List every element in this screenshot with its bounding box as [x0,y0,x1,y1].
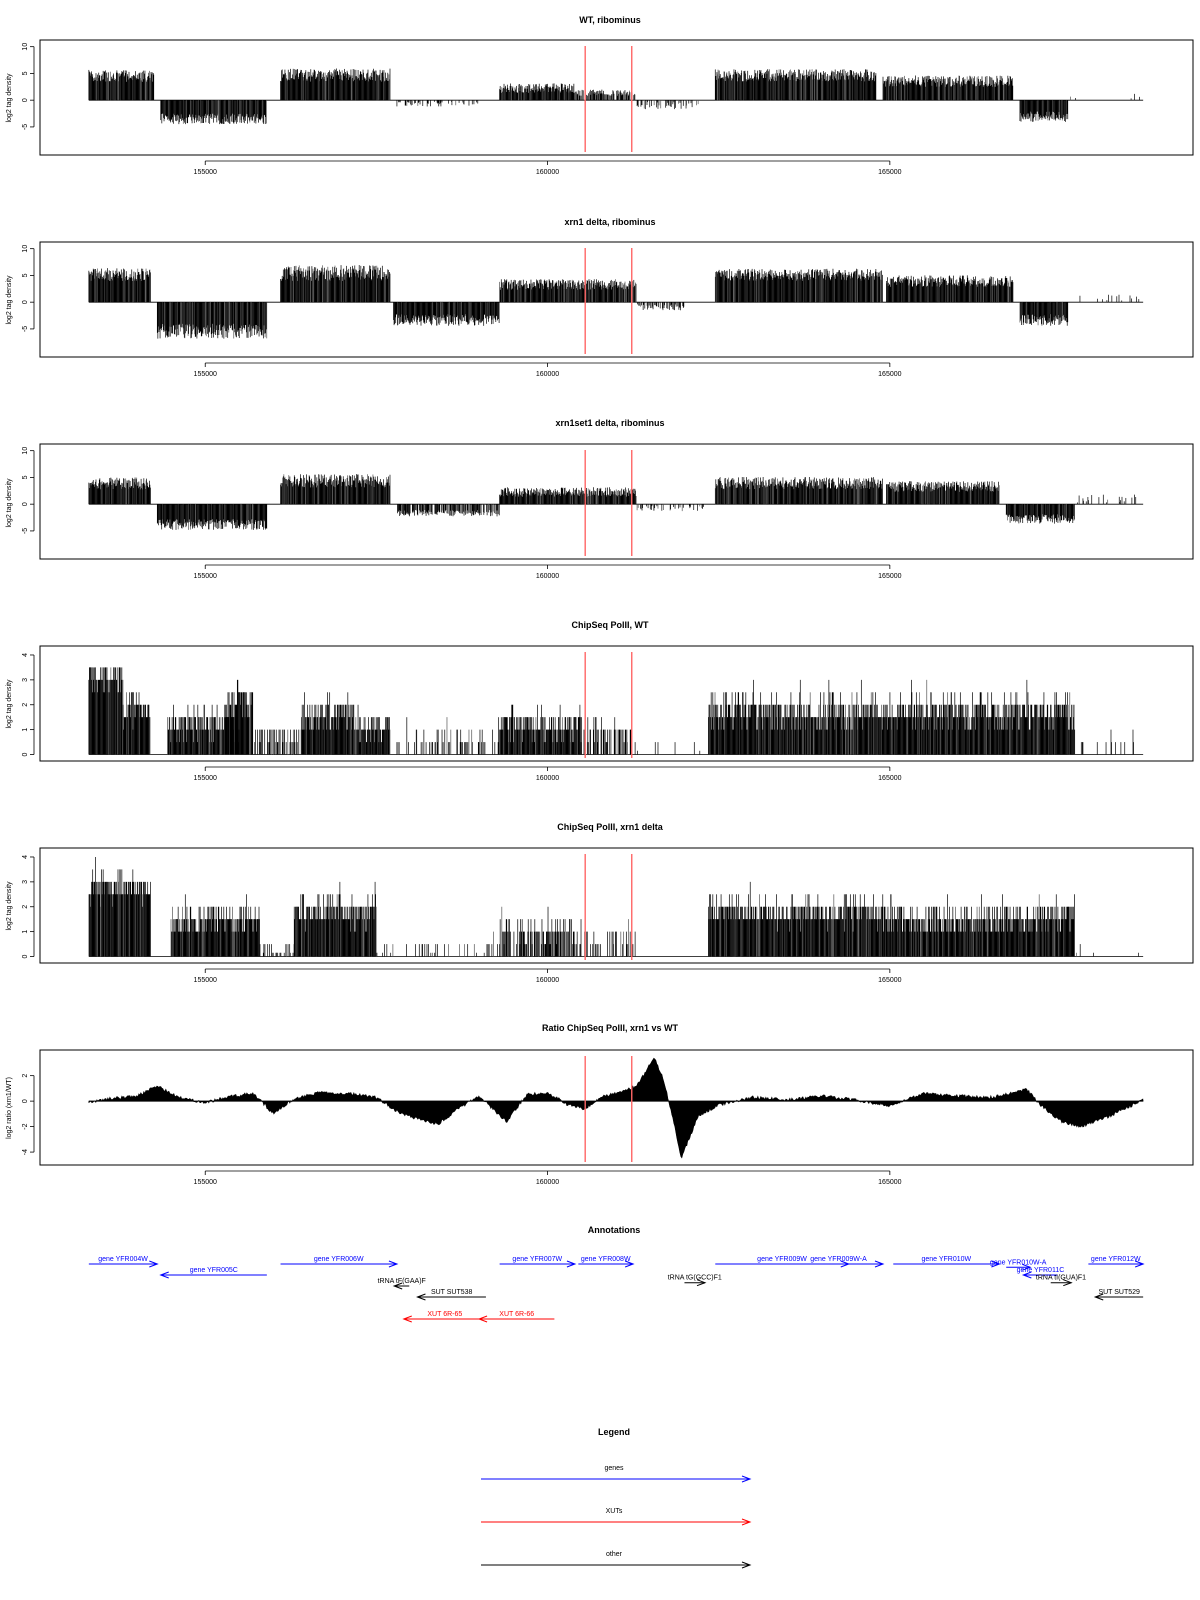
track-panel-4: ChipSeq PolII, WT log2 tag density 0 1 2 3 4… [6,620,1194,782]
x-tick-label: 155000 [194,169,217,176]
x-tick-label: 155000 [194,371,217,378]
y-axis: -5 0 5 10 [22,43,35,130]
y-tick-label: 0 [22,98,29,102]
y-tick-label: 5 [22,273,29,277]
y-tick-label: 1 [22,728,29,732]
y-tick-label: 10 [22,43,29,51]
data-series [88,667,1144,755]
plot-area: 0 1 2 3 4 155000 160000 165000 [22,645,1194,782]
y-tick-label: 5 [22,475,29,479]
y-axis-label: log2 tag density [6,478,13,528]
panel-title: xrn1 delta, ribominus [564,217,655,227]
y-axis: -5 0 5 10 [22,245,35,332]
plot-area: -5 0 5 10 155000 160000 165000 [22,241,1194,378]
x-axis: 155000 160000 165000 [194,160,902,176]
y-tick-label: -5 [22,326,29,332]
x-tick-label: 155000 [194,775,217,782]
x-axis: 155000 160000 165000 [194,766,902,782]
plot-area: -5 0 5 10 155000 160000 165000 [22,39,1194,176]
y-tick-label: 4 [22,653,29,657]
y-axis-label: log2 tag density [6,679,13,729]
plot-frame [39,645,1194,762]
x-tick-label: 165000 [878,169,901,176]
y-tick-label: 5 [22,71,29,75]
track-panel-3: xrn1set1 delta, ribominus log2 tag densi… [6,418,1194,580]
x-tick-label: 160000 [536,775,559,782]
x-tick-label: 165000 [878,371,901,378]
track-panel-2: xrn1 delta, ribominus log2 tag density -… [6,217,1194,378]
y-tick-label: 0 [22,502,29,506]
x-axis: 155000 160000 165000 [194,564,902,580]
x-tick-label: 160000 [536,573,559,580]
y-axis-label: log2 tag density [6,275,13,325]
data-series [88,474,1144,530]
panel-title: ChipSeq PolII, WT [572,620,649,630]
y-tick-label: 10 [22,245,29,253]
plot-frame [39,39,1194,156]
y-tick-label: -5 [22,124,29,130]
x-tick-label: 155000 [194,573,217,580]
y-tick-label: 0 [22,752,29,756]
x-tick-label: 160000 [536,169,559,176]
data-series [88,265,1144,339]
plot-frame [39,443,1194,560]
y-tick-label: 0 [22,300,29,304]
y-axis: 0 1 2 3 4 [22,653,35,756]
x-tick-label: 165000 [878,573,901,580]
data-series [88,68,1144,125]
x-tick-label: 160000 [536,371,559,378]
y-axis: -5 0 5 10 [22,447,35,534]
panel-title: xrn1set1 delta, ribominus [555,418,664,428]
plot-area: -5 0 5 10 155000 160000 165000 [22,443,1194,580]
x-tick-label: 165000 [878,775,901,782]
y-tick-label: 2 [22,703,29,707]
plot-frame [39,241,1194,358]
panel-title: WT, ribominus [579,15,641,25]
y-tick-label: -5 [22,528,29,534]
y-tick-label: 3 [22,678,29,682]
x-axis: 155000 160000 165000 [194,362,902,378]
track-panel-1: WT, ribominus log2 tag density -5 0 5 10 155… [6,15,1194,176]
y-tick-label: 10 [22,447,29,455]
y-axis-label: log2 tag density [6,73,13,123]
